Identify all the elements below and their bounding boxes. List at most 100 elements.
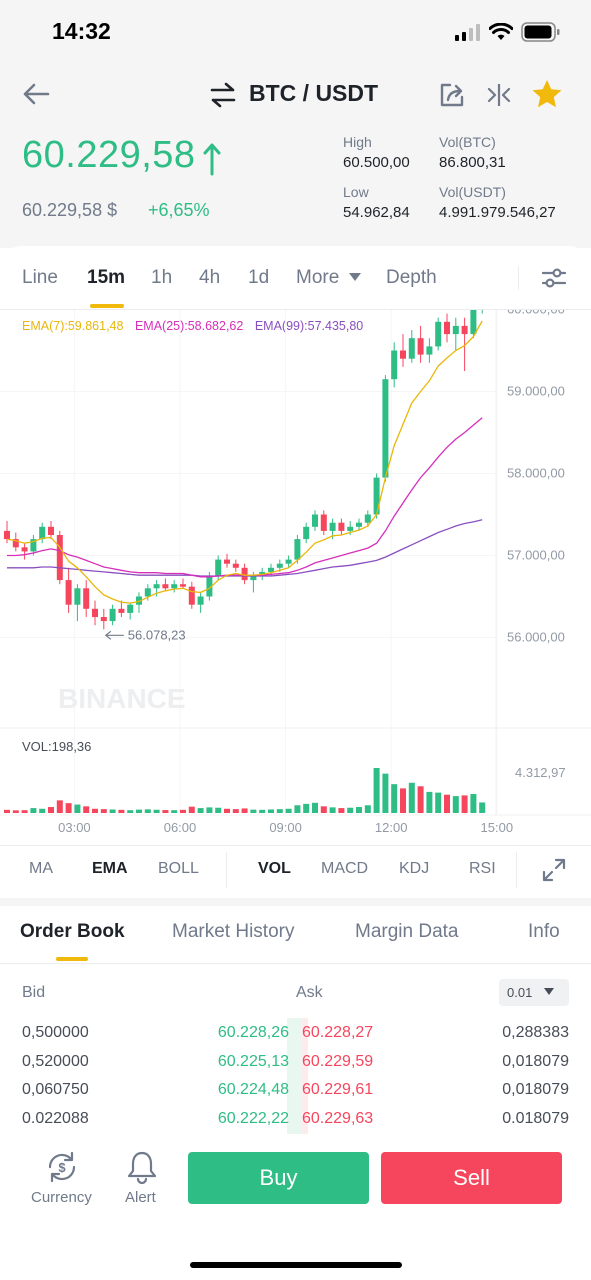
volume-bar: [347, 807, 354, 813]
indicator-separator: [226, 852, 227, 888]
swap-pair-icon[interactable]: [209, 82, 237, 108]
bid-header: Bid: [22, 984, 46, 1001]
ask-price: 60.228,27: [302, 1024, 374, 1041]
bid-price: 60.228,26: [217, 1024, 289, 1041]
candle-body: [391, 350, 398, 380]
tab-1d[interactable]: 1d: [248, 267, 270, 288]
volume-bar: [162, 810, 169, 813]
more-dropdown-icon: [349, 273, 361, 281]
volume-bar: [215, 807, 222, 813]
status-bar: 14:32: [0, 0, 591, 64]
candle-body: [408, 338, 415, 359]
volume-bar: [153, 809, 160, 813]
trading-pair-title[interactable]: BTC / USDT: [249, 80, 379, 106]
ask-quantity: 0,018079: [502, 1081, 569, 1098]
ask-quantity: 0,288383: [502, 1024, 569, 1041]
alert-bell-icon[interactable]: [126, 1150, 158, 1184]
market-header: [0, 64, 591, 248]
candle-body: [206, 576, 213, 597]
indicator-kdj[interactable]: KDJ: [399, 860, 430, 877]
svg-text:$: $: [58, 1160, 66, 1175]
compare-icon[interactable]: [486, 82, 512, 108]
volume-bar: [232, 809, 239, 813]
orderbook-row[interactable]: 0,520000 60.225,13 60.229,59 0,018079: [0, 1049, 591, 1077]
high-value: 60.500,00: [343, 154, 410, 171]
volume-bar: [180, 809, 186, 813]
currency-label[interactable]: Currency: [31, 1189, 92, 1206]
tab-info[interactable]: Info: [528, 921, 560, 942]
candle-body: [373, 477, 380, 515]
orderbook-divider: [0, 963, 591, 964]
back-arrow-icon[interactable]: [20, 80, 52, 108]
sell-button[interactable]: Sell: [381, 1152, 562, 1204]
candle-body: [180, 584, 186, 587]
volume-bar: [171, 810, 178, 813]
tab-depth[interactable]: Depth: [386, 267, 437, 288]
tab-4h[interactable]: 4h: [199, 267, 221, 288]
tab-more[interactable]: More: [296, 267, 339, 289]
orderbook-row[interactable]: 0,500000 60.228,26 60.228,27 0,288383: [0, 1020, 591, 1048]
volume-axis-tick: 4.312,97: [515, 765, 566, 780]
tab-margin-data[interactable]: Margin Data: [355, 921, 459, 942]
precision-select[interactable]: [499, 979, 569, 1006]
bid-depth-bar: [287, 1018, 302, 1134]
volume-bar: [39, 808, 46, 813]
volume-bar: [356, 807, 362, 813]
ema7-line: [6, 320, 483, 604]
volume-bar: [92, 808, 98, 813]
indicator-boll[interactable]: BOLL: [158, 860, 199, 877]
buy-button[interactable]: Buy: [188, 1152, 369, 1204]
low-price-label: 56.078,23: [128, 627, 186, 642]
candle-body: [21, 547, 28, 552]
tab-order-book[interactable]: Order Book: [20, 921, 125, 942]
candle-body: [417, 338, 424, 355]
candle-body: [268, 567, 274, 572]
volume-bar: [21, 810, 28, 813]
candle-body: [276, 563, 283, 568]
orderbook-row[interactable]: 0,060750 60.224,48 60.229,61 0,018079: [0, 1077, 591, 1105]
y-axis-tick: 59.000,00: [507, 384, 565, 399]
volume-bar: [48, 807, 54, 813]
share-icon[interactable]: [438, 81, 466, 109]
active-tab-indicator: [90, 304, 124, 308]
x-axis-tick: 06:00: [164, 820, 197, 835]
ask-price: 60.229,59: [302, 1053, 374, 1070]
low-label: Low: [343, 184, 369, 200]
volume-bar: [338, 808, 345, 813]
orderbook-row[interactable]: 0.022088 60.222,22 60.229,63 0.018079: [0, 1106, 591, 1134]
price-change-percent: +6,65%: [148, 200, 210, 220]
favorite-star-icon[interactable]: [531, 79, 563, 109]
chart-settings-icon[interactable]: [541, 265, 567, 291]
candle-body: [83, 588, 90, 609]
x-axis-tick: 15:00: [481, 820, 514, 835]
candle-body: [144, 588, 151, 597]
indicator-vol[interactable]: VOL: [258, 860, 291, 877]
currency-icon[interactable]: $: [45, 1150, 79, 1184]
tab-15m[interactable]: 15m: [87, 267, 126, 288]
ema99-line: [7, 519, 483, 577]
indicator-macd[interactable]: MACD: [321, 860, 369, 877]
tab-line[interactable]: Line: [22, 267, 58, 288]
volume-bar: [391, 784, 398, 813]
alert-label[interactable]: Alert: [125, 1189, 156, 1206]
indicator-ema[interactable]: EMA: [92, 860, 128, 877]
bid-quantity: 0,500000: [22, 1024, 89, 1041]
y-axis-tick: 60.000,00: [507, 310, 565, 317]
ask-depth-bar: [302, 1018, 308, 1134]
candle-body: [435, 321, 442, 347]
volume-bar: [30, 808, 37, 813]
volume-bar: [224, 808, 230, 813]
candle-body: [39, 526, 46, 540]
volume-bar: [312, 802, 318, 813]
candle-body: [215, 559, 222, 576]
tab-market-history[interactable]: Market History: [172, 921, 295, 942]
indicator-rsi[interactable]: RSI: [469, 860, 496, 877]
candle-body: [171, 584, 178, 589]
indicator-ma[interactable]: MA: [29, 860, 53, 877]
tab-1h[interactable]: 1h: [151, 267, 173, 288]
volume-bar: [435, 792, 442, 813]
wifi-icon: [489, 23, 513, 40]
volume-bar: [329, 807, 336, 813]
fullscreen-icon[interactable]: [542, 858, 566, 882]
